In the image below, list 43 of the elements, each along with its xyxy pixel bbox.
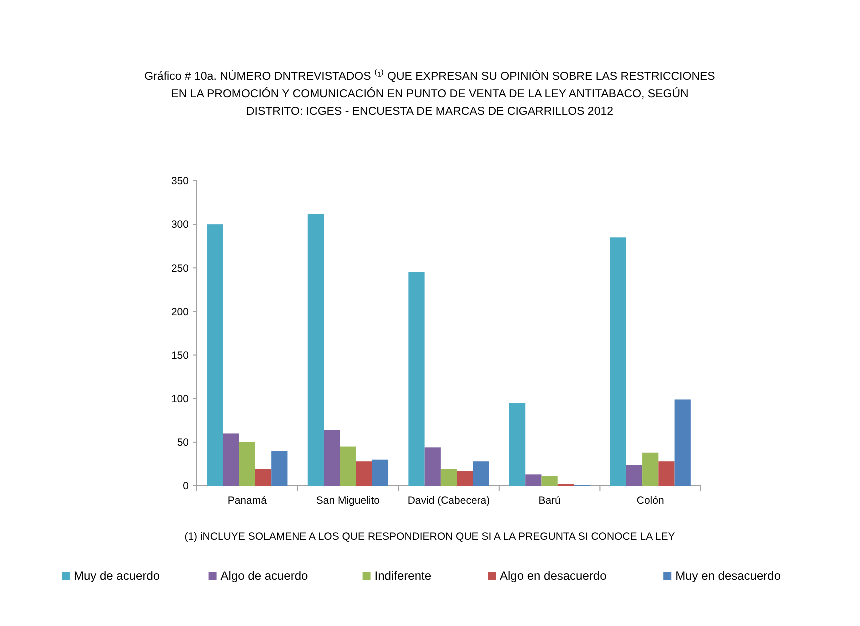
bar <box>440 469 458 486</box>
bar <box>424 448 441 486</box>
chart-title: Gráfico # 10a. NÚMERO DNTREVISTADOS ⁽¹⁾ QUE EXPRESAN SU OPINIÓN SOBRE LAS RESTRICCIONES EN LA PROMOCIÓN Y COMUNICACIÓN EN PUNTO DE VENTA DE LA LEY ANTITABACO, SEGÚN DISTRITO: ICGES - ENCUESTA DE MARCAS DE CIGARRILLOS 2012 <box>144 69 716 118</box>
bar <box>674 400 691 486</box>
x-tick-label: Panamá <box>228 495 268 507</box>
y-tick-label: 200 <box>171 306 190 318</box>
legend-label: Indiferente <box>374 569 432 584</box>
y-tick-label: 350 <box>171 176 190 188</box>
bar <box>308 214 324 486</box>
bar <box>324 430 340 486</box>
bar <box>255 469 272 486</box>
y-tick-label: 300 <box>171 219 190 232</box>
y-tick-label: 150 <box>171 350 190 362</box>
legend-label: Muy de acuerdo <box>74 569 160 584</box>
bar <box>457 471 474 486</box>
y-tick-label: 0 <box>183 480 190 493</box>
bar <box>610 238 626 486</box>
bar <box>340 446 356 486</box>
bar <box>473 462 490 486</box>
bar <box>626 465 643 486</box>
y-tick-label: 50 <box>177 437 190 450</box>
x-tick-label: David (Cabecera) <box>408 495 490 507</box>
legend-label: Algo en desacuerdo <box>500 569 608 584</box>
bar <box>239 442 256 486</box>
x-tick-label: Colón <box>636 495 664 507</box>
bar <box>408 272 425 486</box>
y-tick-label: 250 <box>171 262 190 275</box>
bar <box>509 403 526 486</box>
bar <box>207 224 224 486</box>
bar <box>223 434 240 486</box>
legend-label: Algo de acuerdo <box>220 569 309 584</box>
bar <box>658 462 675 486</box>
x-tick-label: Barú <box>538 495 562 507</box>
text: (1) iNCLUYE SOLAMENE A LOS QUE RESPONDIERON QUE SI A LA PREGUNTA SI CONOCE LA LEY <box>184 531 676 543</box>
bar <box>542 476 558 486</box>
y-tick-label: 100 <box>171 394 190 406</box>
bar <box>272 451 288 486</box>
bar <box>526 474 542 486</box>
x-tick-label: San Miguelito <box>316 495 380 507</box>
bar <box>356 462 372 486</box>
bar <box>372 460 389 486</box>
legend-label: Muy en desacuerdo <box>676 569 782 584</box>
bar <box>642 452 659 486</box>
